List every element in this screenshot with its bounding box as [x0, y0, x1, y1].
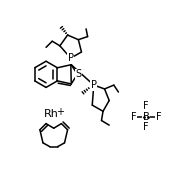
Text: F: F	[143, 101, 149, 111]
Text: F: F	[143, 122, 149, 132]
Text: +: +	[56, 107, 64, 117]
Text: P: P	[68, 53, 74, 63]
Text: B: B	[143, 112, 150, 122]
Text: Rh: Rh	[44, 109, 59, 119]
Text: P: P	[91, 80, 97, 90]
Text: F: F	[131, 112, 137, 122]
Text: F: F	[156, 112, 161, 122]
Text: S: S	[76, 69, 82, 79]
